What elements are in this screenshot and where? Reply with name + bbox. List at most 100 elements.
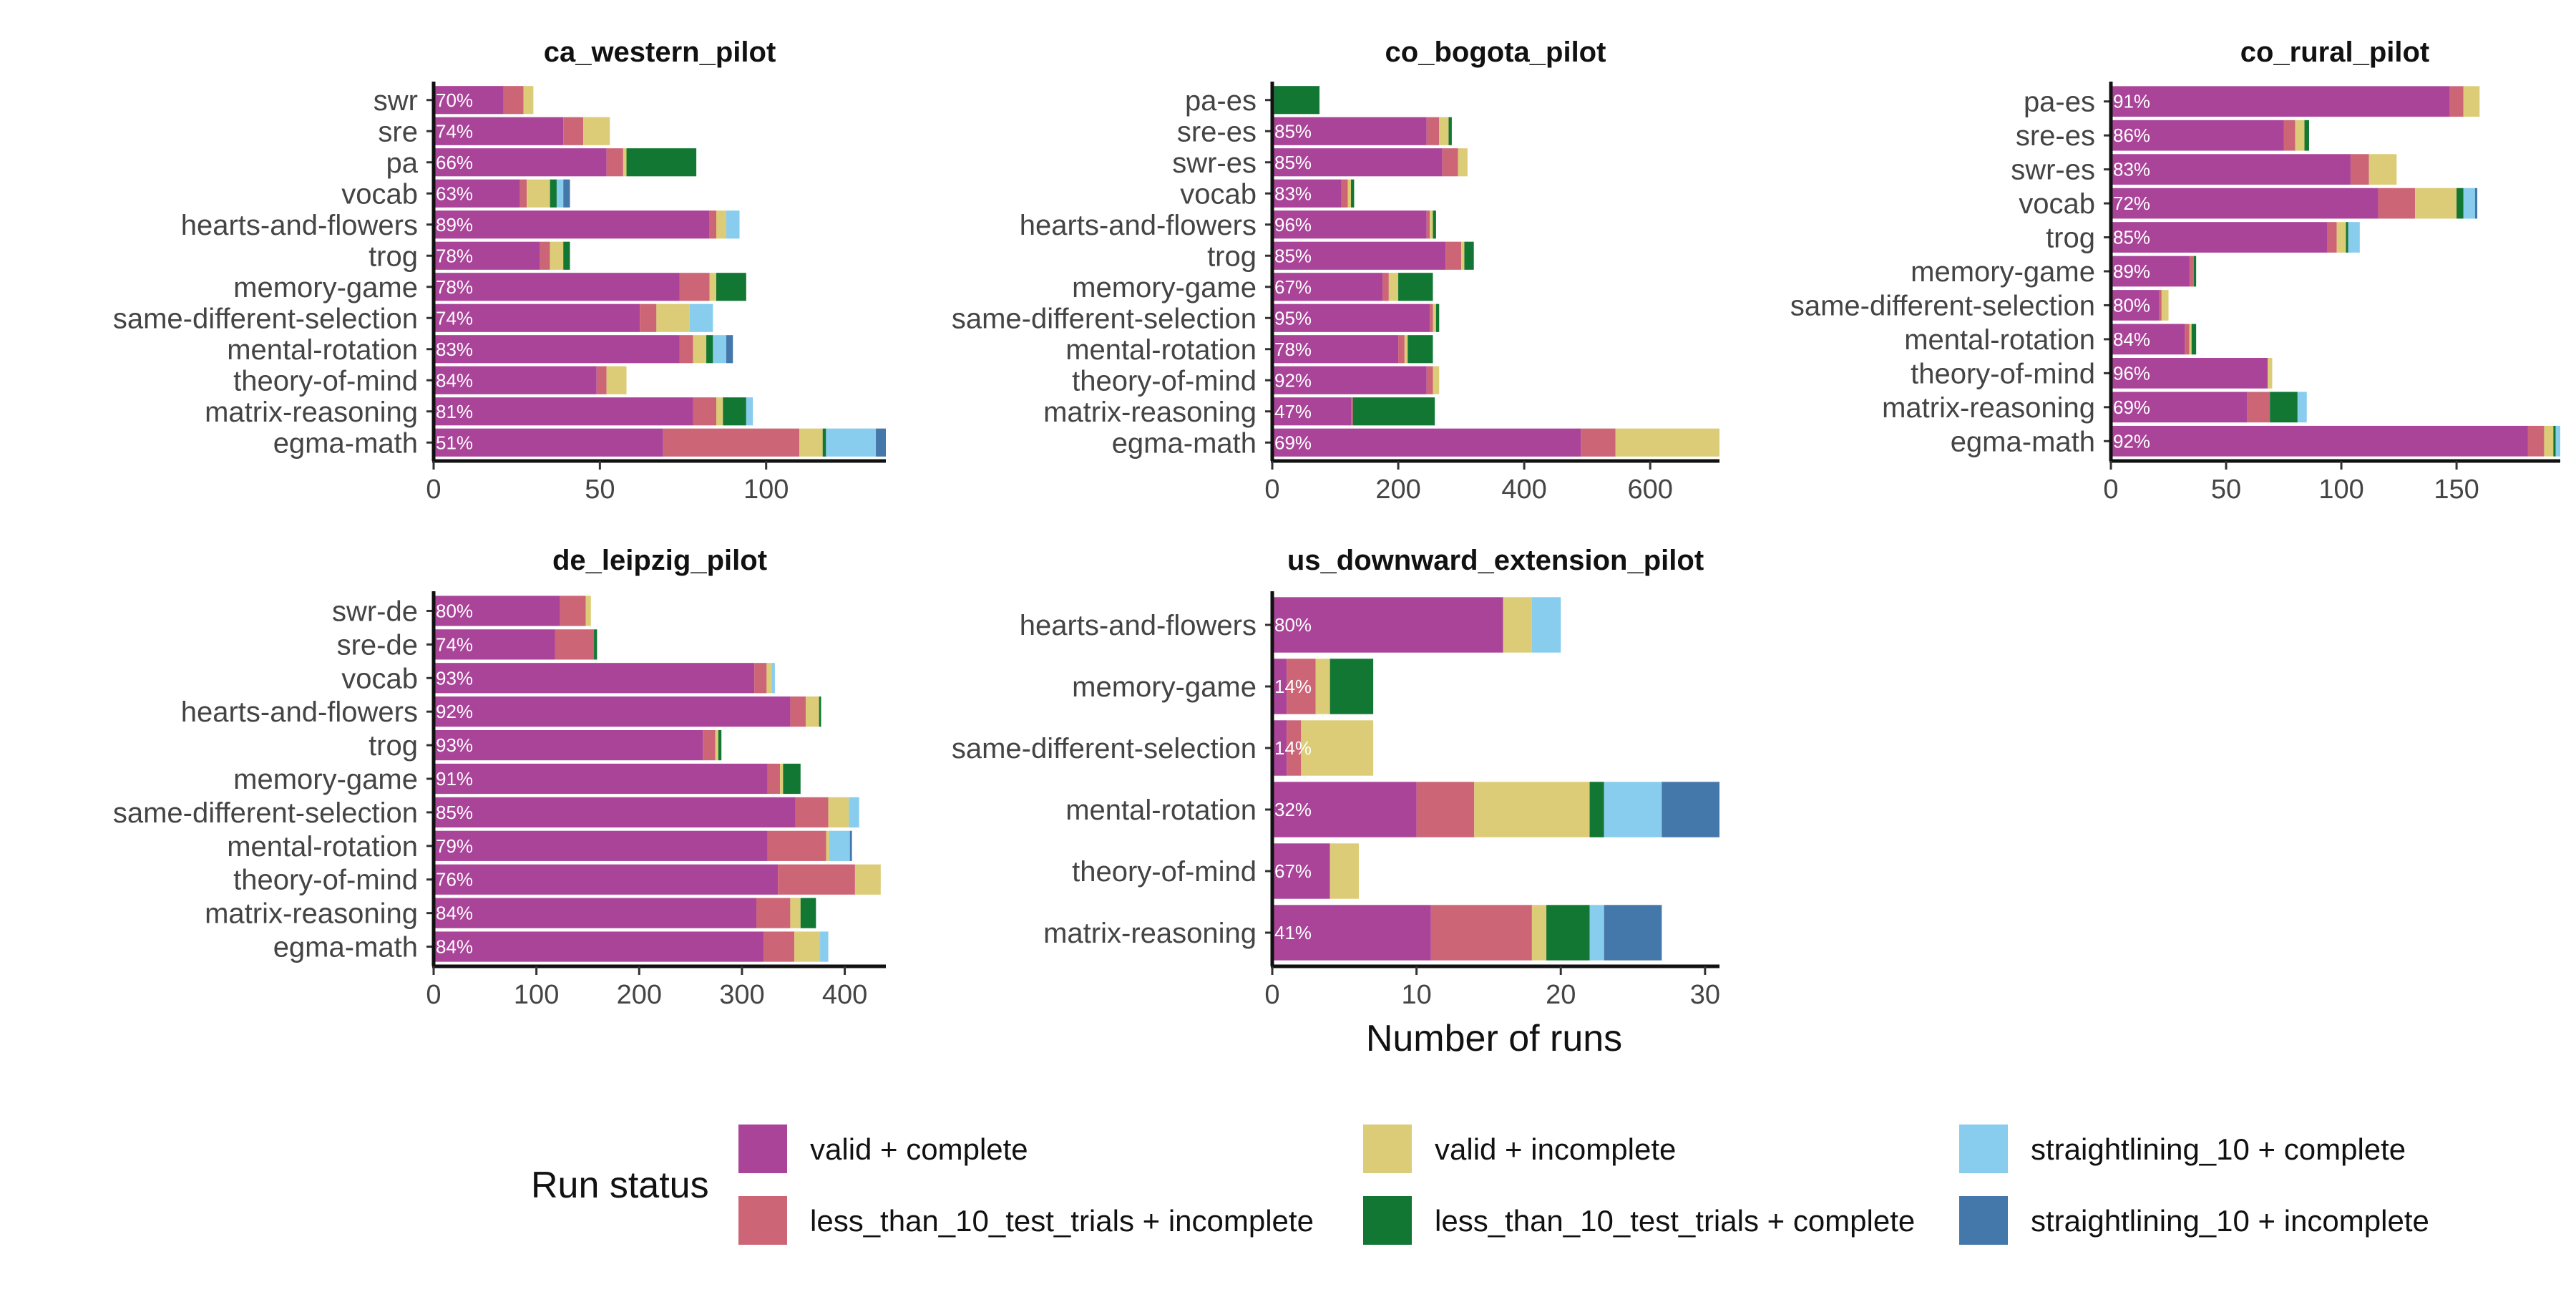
bar-segment-vi	[2189, 324, 2192, 355]
category-label: mental-rotation	[1904, 324, 2095, 356]
bar-segment-l10i	[679, 273, 710, 301]
percent-label: 81%	[436, 401, 473, 422]
percent-label: 85%	[1274, 120, 1312, 142]
bar-segment-vi	[1433, 303, 1436, 332]
category-label: same-different-selection	[1790, 290, 2095, 321]
bar-segment-l10i	[2247, 392, 2270, 423]
x-tick-label: 30	[1690, 980, 1720, 1010]
bar-segment-l10i	[1341, 179, 1348, 208]
bar-segment-vc	[2111, 188, 2379, 219]
legend-swatch-s10i	[1959, 1196, 2008, 1245]
percent-label: 74%	[436, 120, 473, 142]
percent-label: 93%	[436, 734, 473, 756]
chart-panel: us_downward_extension_pilot hearts-and-fl…	[952, 545, 1720, 1010]
bar-segment-l10i	[1430, 905, 1532, 961]
bar-segment-l10c	[1352, 397, 1435, 426]
bar-segment-vc	[2111, 86, 2450, 117]
legend-swatch-l10i	[738, 1196, 787, 1245]
bar-segment-vc	[434, 397, 693, 426]
legend-swatch-vi	[1363, 1125, 1412, 1173]
percent-label: 78%	[436, 245, 473, 266]
percent-label: 66%	[436, 152, 473, 173]
bar-segment-l10i	[693, 397, 716, 426]
bar-segment-s10i	[563, 179, 570, 208]
bar-segment-l10c	[706, 335, 713, 364]
bar-segment-vi	[766, 663, 772, 694]
bar-segment-vc	[2111, 425, 2528, 457]
bar-segment-l10i	[1416, 782, 1475, 837]
bar-segment-l10i	[563, 117, 584, 145]
category-label: theory-of-mind	[1911, 358, 2095, 389]
category-label: swr	[374, 85, 418, 117]
category-label: mental-rotation	[227, 334, 418, 366]
bar-segment-s10c	[556, 179, 564, 208]
bar-segment-vc	[434, 763, 768, 795]
bar-segment-l10i	[2449, 86, 2464, 117]
bar-segment-vi	[550, 241, 564, 270]
bar-segment-s10i	[849, 830, 852, 861]
bar-segment-vi	[780, 763, 784, 795]
bar-segment-vc	[2111, 154, 2351, 185]
bar-segment-vi	[2415, 188, 2457, 219]
category-label: same-different-selection	[952, 733, 1257, 764]
bar-segment-vc	[434, 931, 764, 962]
bar-segment-l10i	[1287, 720, 1302, 776]
x-tick-label: 0	[2103, 475, 2118, 505]
category-label: theory-of-mind	[233, 865, 418, 896]
bar-segment-l10c	[1464, 241, 1474, 270]
category-label: mental-rotation	[227, 831, 418, 863]
bars	[2111, 86, 2560, 457]
bar-segment-l10i	[1426, 117, 1440, 145]
bar-segment-vc	[434, 117, 564, 145]
bar-segment-l10i	[560, 596, 586, 626]
x-axis-title: Number of runs	[1366, 1018, 1622, 1059]
bar-segment-vi	[826, 830, 829, 861]
legend-label: less_than_10_test_trials + incomplete	[810, 1204, 1314, 1238]
category-label: same-different-selection	[952, 303, 1257, 334]
x-tick-label: 100	[514, 980, 559, 1010]
x-tick-label: 50	[585, 475, 615, 505]
bar-segment-vc	[1272, 659, 1287, 714]
percent-label: 92%	[436, 701, 473, 722]
bar-segment-vi	[2544, 425, 2554, 457]
bar-segment-l10i	[1287, 659, 1316, 714]
bar-segment-s10c	[689, 303, 713, 332]
bar-segment-vi	[1433, 366, 1440, 394]
percent-label: 85%	[436, 802, 473, 823]
category-label: memory-game	[233, 764, 418, 795]
legend-label: straightlining_10 + complete	[2031, 1132, 2406, 1166]
bar-segment-vc	[434, 241, 540, 270]
bar-segment-l10i	[503, 86, 524, 115]
bar-segment-l10c	[594, 629, 597, 660]
bar-segment-vi	[1474, 782, 1590, 837]
bar-segment-vc	[434, 210, 710, 239]
bar-segment-s10c	[726, 210, 740, 239]
bar-segment-l10c	[800, 898, 816, 928]
category-label: sre-es	[1177, 116, 1257, 147]
bar-segment-l10i	[2185, 324, 2190, 355]
bar-segment-l10c	[716, 273, 746, 301]
category-label: trog	[1207, 241, 1257, 272]
bar-segment-l10c	[723, 397, 746, 426]
bar-segment-l10i	[1382, 273, 1389, 301]
bar-segment-vc	[2111, 120, 2284, 151]
bar-segment-vc	[1272, 597, 1503, 653]
category-label: memory-game	[233, 272, 418, 303]
bar-segment-l10i	[1426, 366, 1433, 394]
bar-segment-l10i	[778, 864, 855, 895]
percent-label: 74%	[436, 307, 473, 329]
category-label: memory-game	[1072, 671, 1257, 703]
bar-segment-l10i	[1398, 335, 1405, 364]
bar-segment-vc	[434, 335, 680, 364]
bar-segment-l10c	[1589, 782, 1604, 837]
bar-segment-l10c	[1330, 659, 1374, 714]
x-tick-label: 600	[1627, 475, 1672, 505]
bar-segment-vc	[1272, 241, 1446, 270]
bar-segment-l10i	[1430, 303, 1433, 332]
percent-label: 83%	[436, 339, 473, 360]
category-label: trog	[369, 730, 418, 762]
bar-segment-l10i	[754, 663, 767, 694]
bar-segment-l10i	[2189, 256, 2194, 287]
x-tick-label: 200	[617, 980, 662, 1010]
